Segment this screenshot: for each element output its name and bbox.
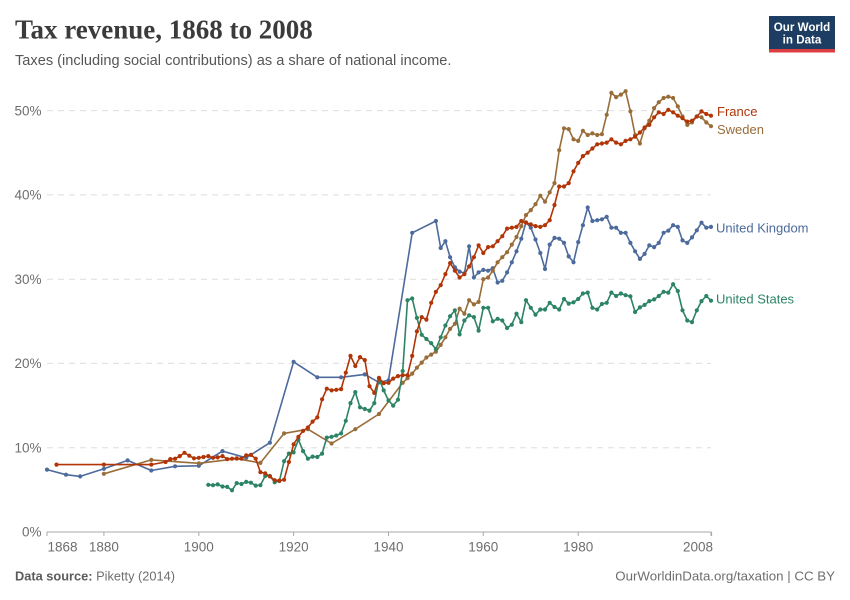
svg-text:United States: United States (716, 292, 795, 307)
svg-text:50%: 50% (14, 103, 41, 118)
svg-text:Taxes (including social contri: Taxes (including social contributions) a… (15, 53, 451, 69)
svg-text:France: France (717, 104, 757, 119)
svg-text:1960: 1960 (468, 539, 498, 554)
svg-text:1900: 1900 (184, 539, 214, 554)
svg-text:1980: 1980 (563, 539, 593, 554)
svg-text:0%: 0% (22, 525, 42, 540)
svg-text:Our World: Our World (774, 21, 830, 34)
svg-text:1940: 1940 (373, 539, 403, 554)
svg-text:40%: 40% (14, 188, 41, 203)
svg-text:1920: 1920 (279, 539, 309, 554)
svg-text:in Data: in Data (783, 33, 822, 46)
svg-text:Data source: Piketty (2014): Data source: Piketty (2014) (15, 569, 175, 584)
svg-text:30%: 30% (14, 272, 41, 287)
svg-text:10%: 10% (14, 440, 41, 455)
svg-text:1880: 1880 (89, 539, 119, 554)
svg-text:2008: 2008 (683, 539, 713, 554)
svg-text:United Kingdom: United Kingdom (716, 221, 809, 236)
svg-text:1868: 1868 (48, 539, 78, 554)
svg-text:Tax revenue, 1868 to 2008: Tax revenue, 1868 to 2008 (15, 15, 313, 45)
svg-text:OurWorldinData.org/taxation |: OurWorldinData.org/taxation | CC BY (615, 569, 835, 584)
svg-text:20%: 20% (14, 356, 41, 371)
svg-text:Sweden: Sweden (717, 122, 764, 137)
